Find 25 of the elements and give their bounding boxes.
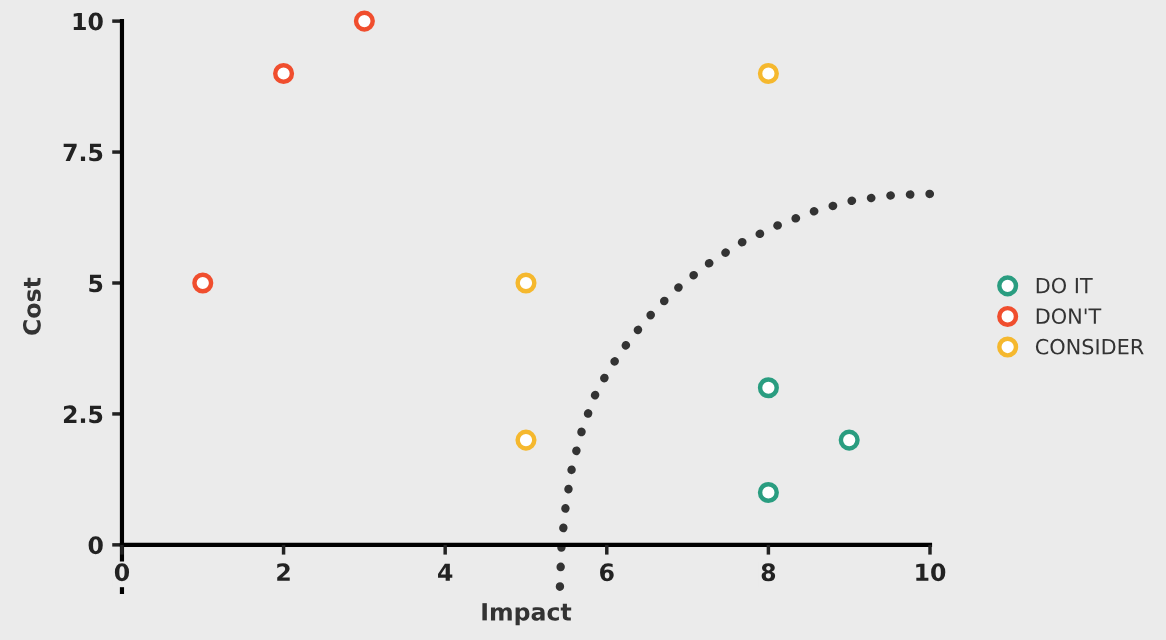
y-tick-label: 5	[89, 274, 103, 293]
x-tick-label: 10	[916, 563, 946, 582]
y-tick-label: 2.5	[63, 405, 103, 424]
point	[757, 481, 779, 504]
y-tick-label: 0	[88, 536, 103, 555]
x-tick-label: 0	[114, 563, 130, 582]
legend-label: CONSIDER	[1035, 338, 1144, 355]
legend-label: DO IT	[1036, 277, 1093, 294]
point	[515, 272, 537, 294]
x-tick-label: 8	[761, 563, 776, 582]
x-tick-label: 6	[600, 563, 614, 582]
y-tick-label: 7.5	[63, 143, 103, 162]
legend-label: DON'T	[1036, 308, 1102, 325]
x-tick-label: 2	[277, 563, 290, 581]
point	[515, 429, 537, 451]
point	[757, 62, 779, 85]
point	[757, 377, 779, 399]
y-tick-label: 10	[73, 12, 103, 31]
point	[192, 272, 214, 294]
point	[838, 429, 860, 451]
point	[353, 10, 375, 32]
x-axis-title: Impact	[482, 603, 572, 626]
y-axis-title: Cost	[22, 277, 41, 335]
point	[273, 62, 295, 85]
x-tick-label: 4	[438, 563, 453, 581]
